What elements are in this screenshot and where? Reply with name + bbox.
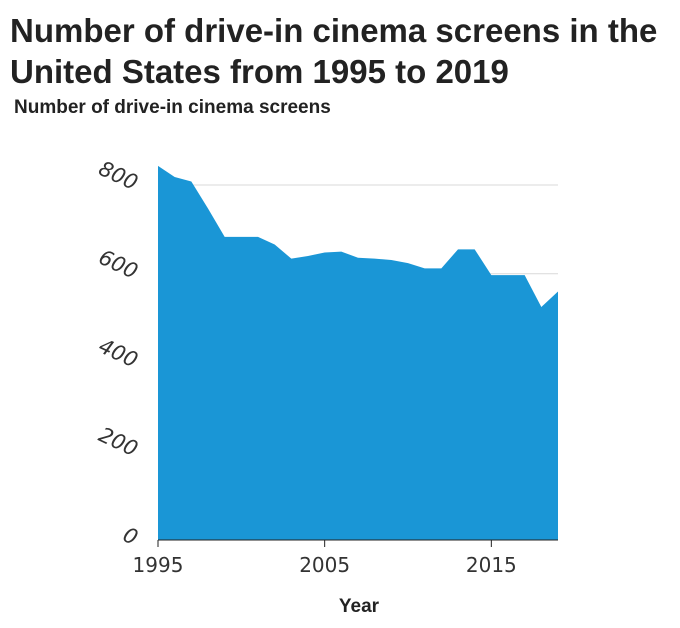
- y-tick-label: 800: [95, 156, 141, 195]
- y-tick-label: 0: [119, 523, 141, 550]
- area-series: [158, 165, 558, 540]
- x-tick-label: 2005: [299, 553, 350, 577]
- y-tick-label: 400: [95, 334, 141, 373]
- area-fill: [158, 165, 558, 540]
- x-axis: 1995 2005 2015: [133, 539, 558, 577]
- chart-title: Number of drive-in cinema screens in the…: [10, 12, 658, 90]
- y-tick-label: 200: [95, 423, 141, 462]
- y-tick-label: 600: [95, 245, 141, 284]
- x-tick-label: 2015: [466, 553, 517, 577]
- y-axis-ticks: 0 200 400 600 800: [95, 156, 141, 550]
- y-axis-label: Number of drive-in cinema screens: [14, 97, 331, 118]
- x-axis-label: Year: [339, 596, 380, 617]
- x-tick-label: 1995: [133, 553, 184, 577]
